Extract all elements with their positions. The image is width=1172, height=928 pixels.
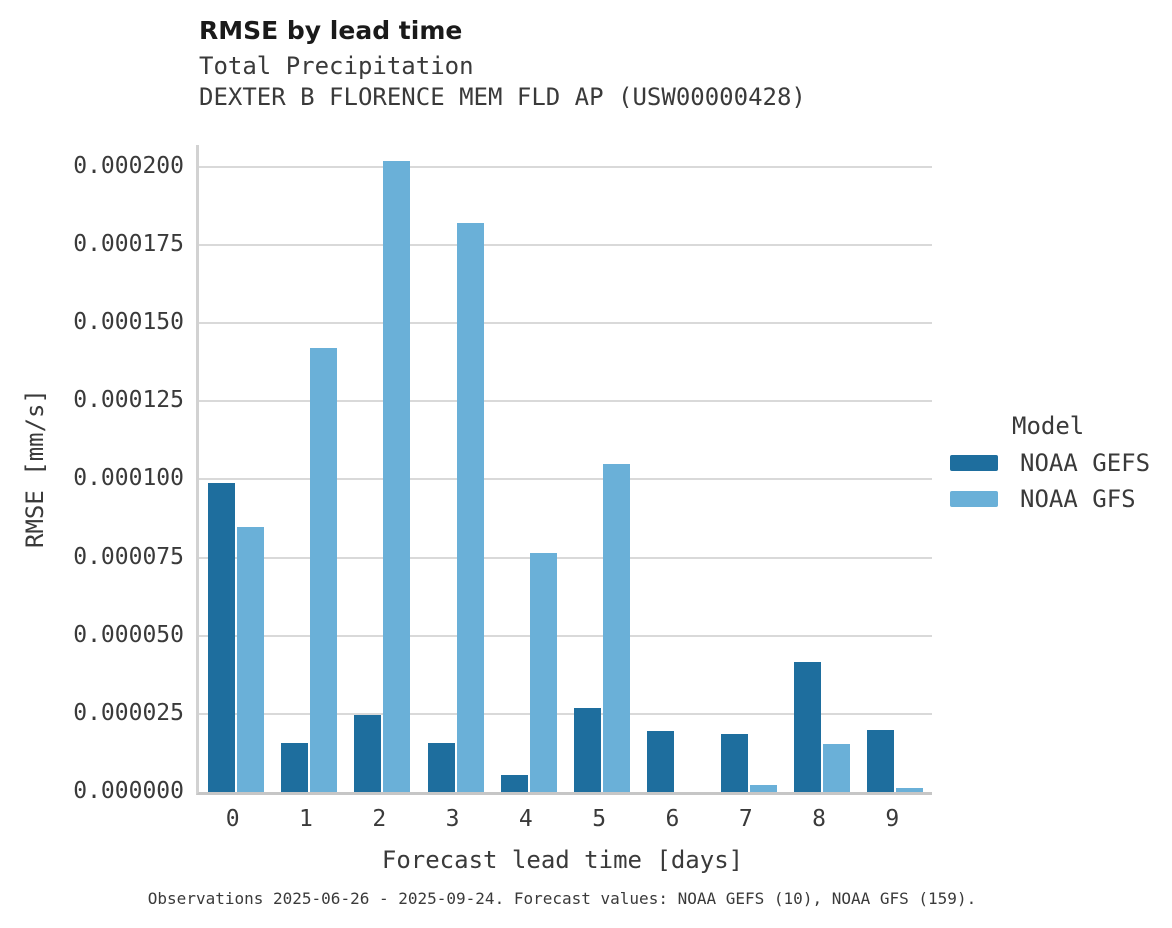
bar-noaa-gefs-lead-3	[427, 742, 455, 792]
bar-noaa-gfs-lead-0	[236, 526, 264, 792]
bar-noaa-gfs-lead-8	[823, 743, 851, 792]
plot-area	[196, 145, 932, 795]
y-tick-label: 0.000000	[73, 778, 184, 804]
legend-swatch-icon	[950, 455, 998, 471]
gridline	[199, 322, 932, 325]
x-tick-label: 4	[518, 806, 533, 832]
y-tick-label: 0.000100	[73, 465, 184, 492]
gridline	[199, 556, 932, 559]
chart-subtitle-station: DEXTER B FLORENCE MEM FLD AP (USW0000042…	[199, 83, 806, 111]
x-tick-label: 9	[885, 806, 900, 832]
x-tick-label: 1	[299, 806, 313, 832]
caption-text: Observations 2025-06-26 - 2025-09-24. Fo…	[147, 889, 977, 908]
gridline	[199, 712, 932, 715]
legend-swatch-icon	[950, 491, 998, 507]
legend-entries: NOAA GEFS NOAA GFS	[950, 449, 1170, 513]
legend-title: Model	[1012, 412, 1085, 440]
gridline	[199, 478, 932, 481]
bar-noaa-gfs-lead-1	[309, 348, 337, 792]
legend-entry: NOAA GFS	[950, 485, 1170, 513]
bar-noaa-gfs-lead-4	[529, 552, 557, 792]
bar-noaa-gfs-lead-5	[603, 463, 631, 792]
gridline	[199, 165, 932, 168]
x-tick-label: 7	[738, 806, 753, 832]
chart-subtitle-variable: Total Precipitation	[199, 52, 474, 80]
y-tick-label: 0.000075	[73, 543, 184, 570]
bar-noaa-gefs-lead-9	[867, 730, 895, 792]
chart-title: RMSE by lead time	[199, 16, 463, 45]
y-tick-label: 0.000175	[73, 231, 184, 258]
x-tick-label: 3	[445, 806, 460, 832]
bar-noaa-gfs-lead-3	[456, 223, 484, 792]
bar-noaa-gefs-lead-8	[794, 662, 822, 792]
y-axis-ticks: 0.000000 0.000025 0.000050 0.000075 0.000100…	[0, 145, 184, 804]
legend: Model NOAA GEFS NOAA GFS	[950, 412, 1170, 524]
bar-noaa-gefs-lead-0	[207, 483, 235, 792]
legend-label: NOAA GFS	[1020, 485, 1136, 513]
gridline	[199, 634, 932, 637]
bar-noaa-gfs-lead-9	[896, 788, 924, 792]
x-axis-label: Forecast lead time [days]	[381, 846, 744, 874]
bar-noaa-gefs-lead-2	[354, 715, 382, 792]
x-tick-label: 5	[592, 806, 607, 832]
y-tick-label: 0.000025	[73, 699, 184, 726]
y-tick-label: 0.000050	[73, 621, 184, 648]
bar-noaa-gefs-lead-6	[647, 731, 675, 792]
bar-noaa-gefs-lead-1	[280, 742, 308, 792]
gridline	[199, 244, 932, 247]
bar-noaa-gefs-lead-7	[720, 734, 748, 792]
y-tick-label: 0.000125	[73, 387, 184, 414]
x-tick-label: 8	[812, 806, 826, 832]
bar-noaa-gfs-lead-7	[749, 785, 777, 792]
legend-entry: NOAA GEFS	[950, 449, 1170, 477]
y-tick-label: 0.000200	[73, 152, 184, 179]
bar-noaa-gefs-lead-5	[574, 707, 602, 792]
x-tick-label: 0	[225, 806, 240, 832]
y-tick-label: 0.000150	[73, 309, 184, 336]
x-tick-label: 6	[665, 806, 680, 832]
x-tick-label: 2	[372, 806, 387, 832]
x-axis-ticks: 0 1 2 3 4 5 6 7 8 9	[196, 806, 929, 836]
legend-label: NOAA GEFS	[1020, 449, 1151, 477]
gridline	[199, 400, 932, 403]
bar-noaa-gfs-lead-2	[383, 160, 411, 792]
bar-noaa-gefs-lead-4	[500, 774, 528, 792]
